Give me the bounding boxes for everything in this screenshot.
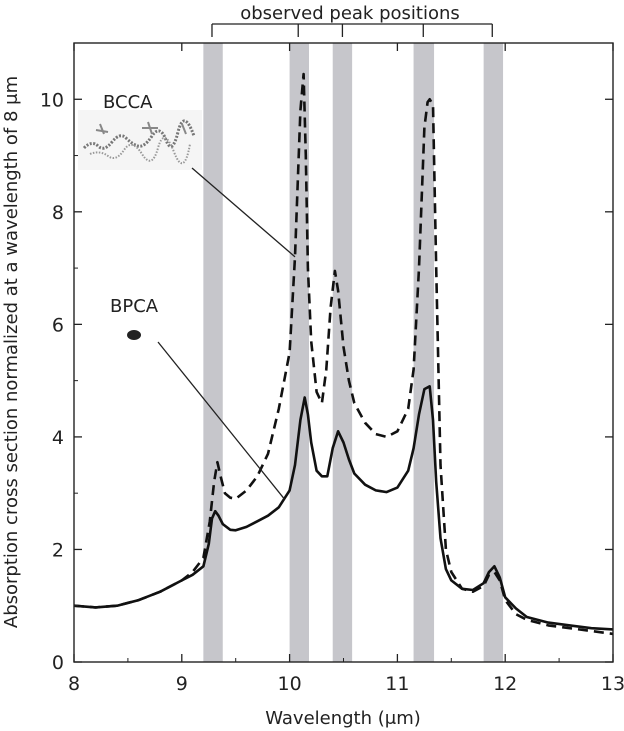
annotations: BCCA BPCA xyxy=(78,92,296,500)
observed-band-4 xyxy=(413,43,435,662)
x-tick-label: 13 xyxy=(601,673,624,695)
x-tick-label: 10 xyxy=(278,673,302,695)
observed-band-3 xyxy=(332,43,353,662)
bracket-label: observed peak positions xyxy=(240,3,460,24)
observed-band-5 xyxy=(483,43,504,662)
y-tick-label: 8 xyxy=(52,202,64,224)
peak-bracket: observed peak positions xyxy=(211,3,493,37)
annotation-leader-bpca xyxy=(157,341,285,500)
annotation-leader-bcca xyxy=(191,167,296,258)
bcca-aggregate-image xyxy=(78,110,202,170)
y-axis-ticks: 0 2 4 6 8 10 xyxy=(40,89,613,674)
y-axis-title: Absorption cross section normalized at a… xyxy=(1,76,22,628)
y-tick-label: 2 xyxy=(52,539,64,561)
x-axis-title: Wavelength (μm) xyxy=(265,708,421,729)
annotation-bcca: BCCA xyxy=(103,92,153,113)
series-bpca xyxy=(73,385,614,631)
x-tick-label: 8 xyxy=(68,673,80,695)
x-axis-ticks: 8 9 10 11 12 13 xyxy=(68,43,624,695)
y-tick-label: 4 xyxy=(52,427,64,449)
annotation-bpca: BPCA xyxy=(110,296,159,317)
observed-bands xyxy=(203,43,504,662)
y-tick-label: 0 xyxy=(52,652,64,674)
y-tick-label: 10 xyxy=(40,89,64,111)
series-lines xyxy=(73,72,614,636)
observed-band-1 xyxy=(203,43,223,662)
x-tick-label: 11 xyxy=(385,673,409,695)
bpca-aggregate-image xyxy=(127,330,141,340)
x-tick-label: 9 xyxy=(176,673,188,695)
series-bcca xyxy=(73,72,614,636)
x-tick-label: 12 xyxy=(493,673,517,695)
observed-band-2 xyxy=(289,43,310,662)
y-tick-label: 6 xyxy=(52,314,64,336)
